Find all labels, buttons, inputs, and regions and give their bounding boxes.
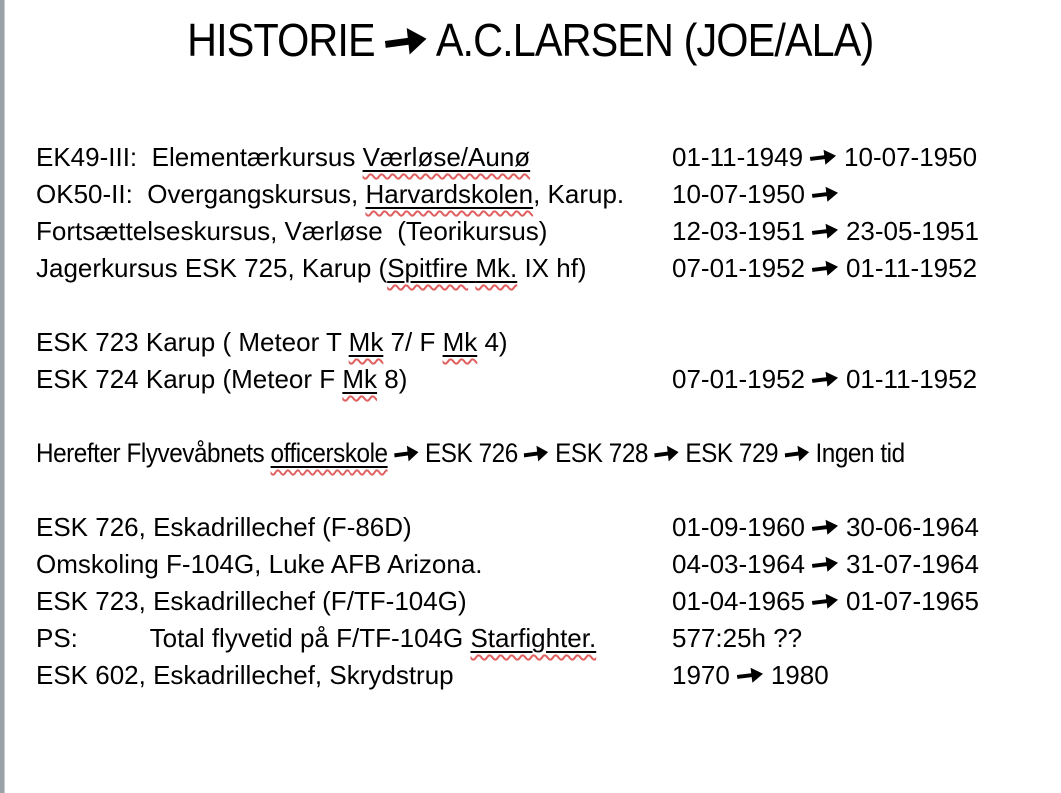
slide-title-text: HISTORIE A.C.LARSEN (JOE/ALA) [187, 12, 874, 68]
underlined-text: Spitfire [387, 253, 468, 283]
row-description: ESK 723 Karup ( Meteor T Mk 7/ F Mk 4) [36, 327, 508, 357]
misspelled-word: Mk. [475, 253, 518, 283]
row-dates: 04-03-1964 31-07-1964 [672, 546, 979, 583]
row-officerskole: Herefter Flyvevåbnets officerskole ESK 7… [0, 435, 1061, 472]
row-description: ESK 602, Eskadrillechef, Skrydstrup [36, 660, 454, 690]
right-arrow-icon [812, 546, 839, 583]
row-description: ESK 723, Eskadrillechef (F/TF-104G) [36, 586, 467, 616]
misspelled-word: Starfighter. [470, 623, 597, 653]
underlined-text: Mk [342, 364, 377, 394]
row-esk726-chef: ESK 726, Eskadrillechef (F-86D) 01-09-196… [0, 509, 1061, 546]
row-description: PS: Total flyvetid på F/TF-104G Starfigh… [36, 623, 597, 653]
row-dates: 12-03-1951 23-05-1951 [672, 213, 979, 250]
row-esk724-meteor: ESK 724 Karup (Meteor F Mk 8) 07-01-1952 … [0, 361, 1061, 398]
right-arrow-icon [736, 657, 764, 694]
row-esk723-meteor: ESK 723 Karup ( Meteor T Mk 7/ F Mk 4) [0, 324, 1061, 361]
row-dates: 07-01-1952 01-11-1952 [672, 250, 977, 287]
misspelled-word: Mk [442, 327, 478, 357]
right-arrow-icon [784, 435, 809, 472]
right-arrow-icon [812, 250, 839, 287]
row-ps-flyvetid: PS: Total flyvetid på F/TF-104G Starfigh… [0, 620, 1061, 657]
row-ok50: OK50-II: Overgangskursus, Harvardskolen,… [0, 176, 1061, 213]
window-edge-strip [0, 0, 5, 793]
row-dates: 01-09-1960 30-06-1964 [672, 509, 979, 546]
row-esk723-chef: ESK 723, Eskadrillechef (F/TF-104G) 01-04… [0, 583, 1061, 620]
misspelled-word: Harvardskolen [365, 179, 534, 209]
misspelled-word: Mk [348, 327, 384, 357]
underlined-text: Mk [349, 327, 384, 357]
row-ek49: EK49-III: Elementærkursus Værløse/Aunø 01… [0, 139, 1061, 176]
row-fortsaettelseskursus: Fortsættelseskursus, Værløse (Teorikursu… [0, 213, 1061, 250]
misspelled-word: Spitfire [387, 253, 469, 283]
misspelled-word: Mk [342, 364, 378, 394]
row-description: ESK 726, Eskadrillechef (F-86D) [36, 512, 412, 542]
row-dates: 10-07-1950 [672, 176, 839, 213]
row-description: Herefter Flyvevåbnets officerskole ESK 7… [36, 435, 905, 472]
right-arrow-icon [393, 435, 419, 472]
row-description: OK50-II: Overgangskursus, Harvardskolen,… [36, 179, 625, 209]
row-dates: 01-04-1965 01-07-1965 [672, 583, 979, 620]
right-arrow-icon [812, 509, 839, 546]
right-arrow-icon [654, 435, 679, 472]
right-arrow-icon [812, 176, 839, 213]
underlined-text: Mk [443, 327, 478, 357]
row-description: Omskoling F-104G, Luke AFB Arizona. [36, 549, 483, 579]
row-description: ESK 724 Karup (Meteor F Mk 8) [36, 364, 408, 394]
row-jagerkursus: Jagerkursus ESK 725, Karup (Spitfire Mk.… [0, 250, 1061, 287]
row-description: Jagerkursus ESK 725, Karup (Spitfire Mk.… [36, 253, 587, 283]
underlined-text: Harvardskolen [365, 179, 533, 209]
row-esk602-chef: ESK 602, Eskadrillechef, Skrydstrup 1970 … [0, 657, 1061, 694]
history-list: EK49-III: Elementærkursus Værløse/Aunø 01… [0, 139, 1061, 694]
row-dates: 01-11-1949 10-07-1950 [672, 139, 977, 176]
right-arrow-icon [810, 139, 837, 176]
spacer-row [0, 287, 1061, 324]
spacer-row [0, 472, 1061, 509]
misspelled-word: officerskole [270, 438, 389, 468]
right-arrow-icon [385, 12, 428, 68]
right-arrow-icon [523, 435, 549, 472]
underlined-text: Værløse/Aunø [363, 142, 531, 172]
row-dates: 07-01-1952 01-11-1952 [672, 361, 977, 398]
row-dates: 577:25h ?? [672, 623, 803, 653]
underlined-text: Starfighter. [470, 623, 596, 653]
row-omskoling: Omskoling F-104G, Luke AFB Arizona. 04-03… [0, 546, 1061, 583]
misspelled-word: Værløse/Aunø [362, 142, 531, 172]
row-description: EK49-III: Elementærkursus Værløse/Aunø [36, 142, 531, 172]
underlined-text: Mk. [475, 253, 517, 283]
right-arrow-icon [812, 213, 839, 250]
row-dates: 1970 1980 [672, 657, 829, 694]
slide-title: HISTORIE A.C.LARSEN (JOE/ALA) [0, 12, 1061, 68]
row-description: Fortsættelseskursus, Værløse (Teorikursu… [36, 216, 548, 246]
underlined-text: officerskole [270, 438, 389, 468]
spacer-row [0, 398, 1061, 435]
right-arrow-icon [812, 583, 839, 620]
right-arrow-icon [812, 361, 839, 398]
